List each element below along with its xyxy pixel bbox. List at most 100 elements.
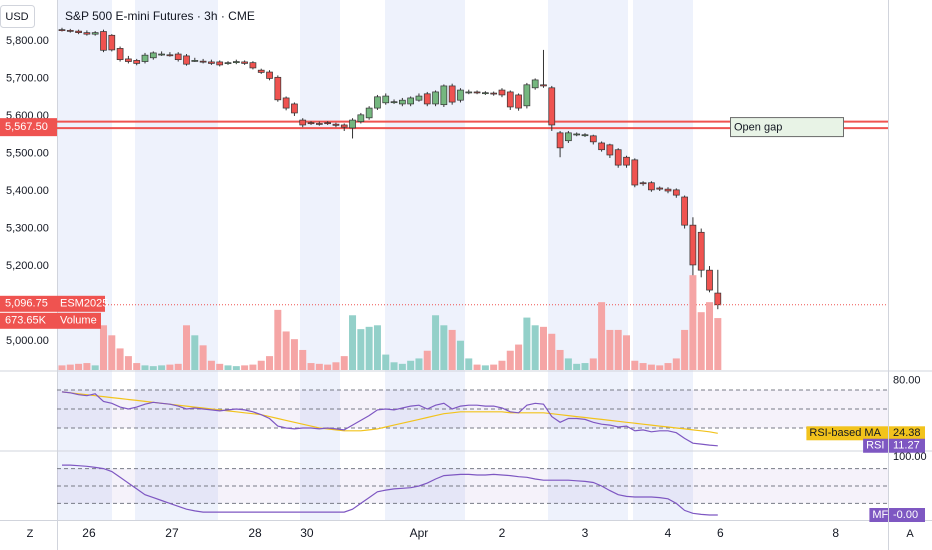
volume-bar (398, 363, 406, 370)
volume-bar (207, 360, 215, 370)
candle-body (274, 76, 282, 101)
candle-body (490, 92, 498, 95)
volume-bar (606, 329, 614, 370)
x-tick-label: 27 (165, 526, 179, 540)
volume-bar (324, 364, 332, 370)
volume-bar (232, 366, 240, 370)
candle-body (183, 55, 190, 65)
volume-name-box (57, 312, 101, 329)
volume-bar (423, 350, 431, 370)
candle-body (282, 97, 290, 109)
indicator-line (61, 391, 718, 447)
volume-bar (199, 345, 207, 370)
currency: USD (5, 11, 28, 23)
volume-bar (224, 365, 232, 370)
candle-body (432, 91, 439, 105)
gap-note: Open gap (734, 121, 782, 133)
candle-body (149, 52, 157, 59)
candle-body (291, 103, 298, 114)
candle-body (506, 91, 514, 108)
volume-bar (66, 364, 74, 370)
volume-bar (282, 331, 290, 370)
session-band (385, 0, 465, 520)
series-value: -0.00 (893, 509, 918, 521)
volume-bar (523, 317, 531, 370)
candle-body (324, 122, 331, 125)
candle-body (357, 114, 365, 122)
volume-bar (174, 363, 182, 370)
volume-bar (706, 302, 714, 370)
session-band (548, 0, 628, 520)
candle-body (91, 32, 99, 35)
x-tick-label: 4 (665, 526, 672, 540)
volume-bar (141, 365, 149, 370)
candle-body (482, 92, 489, 95)
candle-body (216, 61, 224, 66)
session-band (300, 0, 340, 520)
volume-bar (556, 349, 564, 370)
series-value-box (889, 508, 925, 523)
candle-body (623, 156, 630, 166)
volume-bar (357, 329, 365, 370)
y-tick-label: 5,300.00 (6, 222, 49, 234)
candle-body (573, 133, 581, 136)
currency-box (0, 5, 35, 28)
series-name-box (863, 438, 888, 453)
volume-bar (614, 329, 622, 370)
candle-body (515, 94, 522, 109)
y-tick-label: 5,800.00 (6, 35, 49, 47)
volume-bar (581, 363, 589, 370)
candle-body (374, 96, 381, 109)
volume-bar (183, 325, 191, 370)
candle-body (531, 79, 539, 89)
series-value-box (889, 426, 925, 441)
volume-bar (473, 364, 481, 370)
y-tick-label: 5,400.00 (6, 185, 49, 197)
symbol: ESM2025 (60, 298, 108, 310)
volume-bar (415, 358, 423, 370)
candle-body (589, 135, 597, 143)
volume-bar (573, 363, 581, 370)
x-tick-label: 28 (248, 526, 262, 540)
candle-body (448, 85, 456, 103)
y-tick-label: 5,700.00 (6, 72, 49, 84)
candle-body (457, 89, 464, 101)
volume-bar (315, 363, 323, 370)
volume-bar (506, 350, 514, 370)
candle-body (58, 29, 66, 31)
candle-body (349, 119, 356, 129)
volume-bar (589, 358, 597, 370)
volume-bar (149, 366, 157, 370)
volume-bar (133, 363, 141, 370)
candle-body (232, 61, 240, 64)
candle-body (423, 93, 431, 105)
candle-body (697, 231, 705, 271)
candle-body (598, 142, 605, 151)
volume-bar (91, 365, 99, 370)
volume-bar (407, 360, 415, 370)
volume-bar (158, 365, 166, 370)
y-tick-label: 80.00 (893, 374, 921, 386)
candle-body (75, 30, 82, 33)
volume-bar (498, 360, 506, 370)
volume-bar (75, 363, 83, 370)
volume-bar (539, 326, 547, 370)
candle-body (689, 224, 697, 266)
gap-price-label: 5,567.50 (5, 121, 48, 133)
candle-body (116, 48, 124, 61)
volume-bar (58, 365, 66, 370)
series-value-box (889, 438, 925, 453)
volume-bar (639, 363, 647, 370)
volume-bar (307, 363, 315, 370)
last-price: 5,096.75 (5, 298, 48, 310)
volume-bar (116, 348, 124, 370)
volume-bar (166, 364, 174, 370)
volume-bar (456, 340, 464, 370)
candle-body (581, 134, 589, 137)
volume-bar (257, 360, 265, 370)
y-tick-label: 5,500.00 (6, 147, 49, 159)
volume-bar (664, 363, 672, 370)
series-name-box (869, 508, 888, 523)
candle-body (257, 69, 265, 73)
